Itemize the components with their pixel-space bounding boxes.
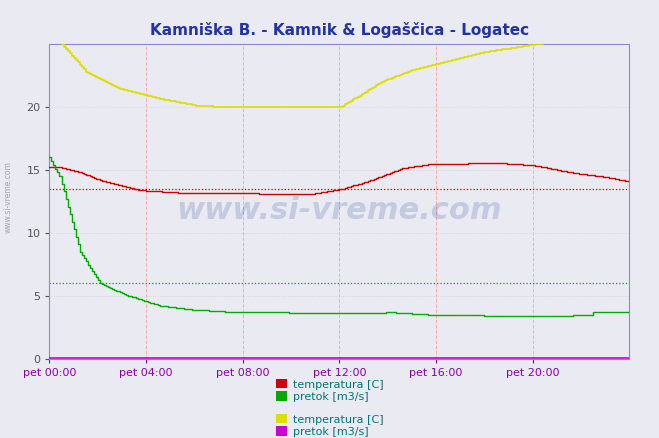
Legend: temperatura [C], pretok [m3/s]: temperatura [C], pretok [m3/s] — [276, 414, 383, 437]
Legend: temperatura [C], pretok [m3/s]: temperatura [C], pretok [m3/s] — [276, 379, 383, 402]
Text: www.si-vreme.com: www.si-vreme.com — [3, 161, 13, 233]
Text: www.si-vreme.com: www.si-vreme.com — [177, 196, 502, 226]
Title: Kamniška B. - Kamnik & Logaščica - Logatec: Kamniška B. - Kamnik & Logaščica - Logat… — [150, 22, 529, 39]
